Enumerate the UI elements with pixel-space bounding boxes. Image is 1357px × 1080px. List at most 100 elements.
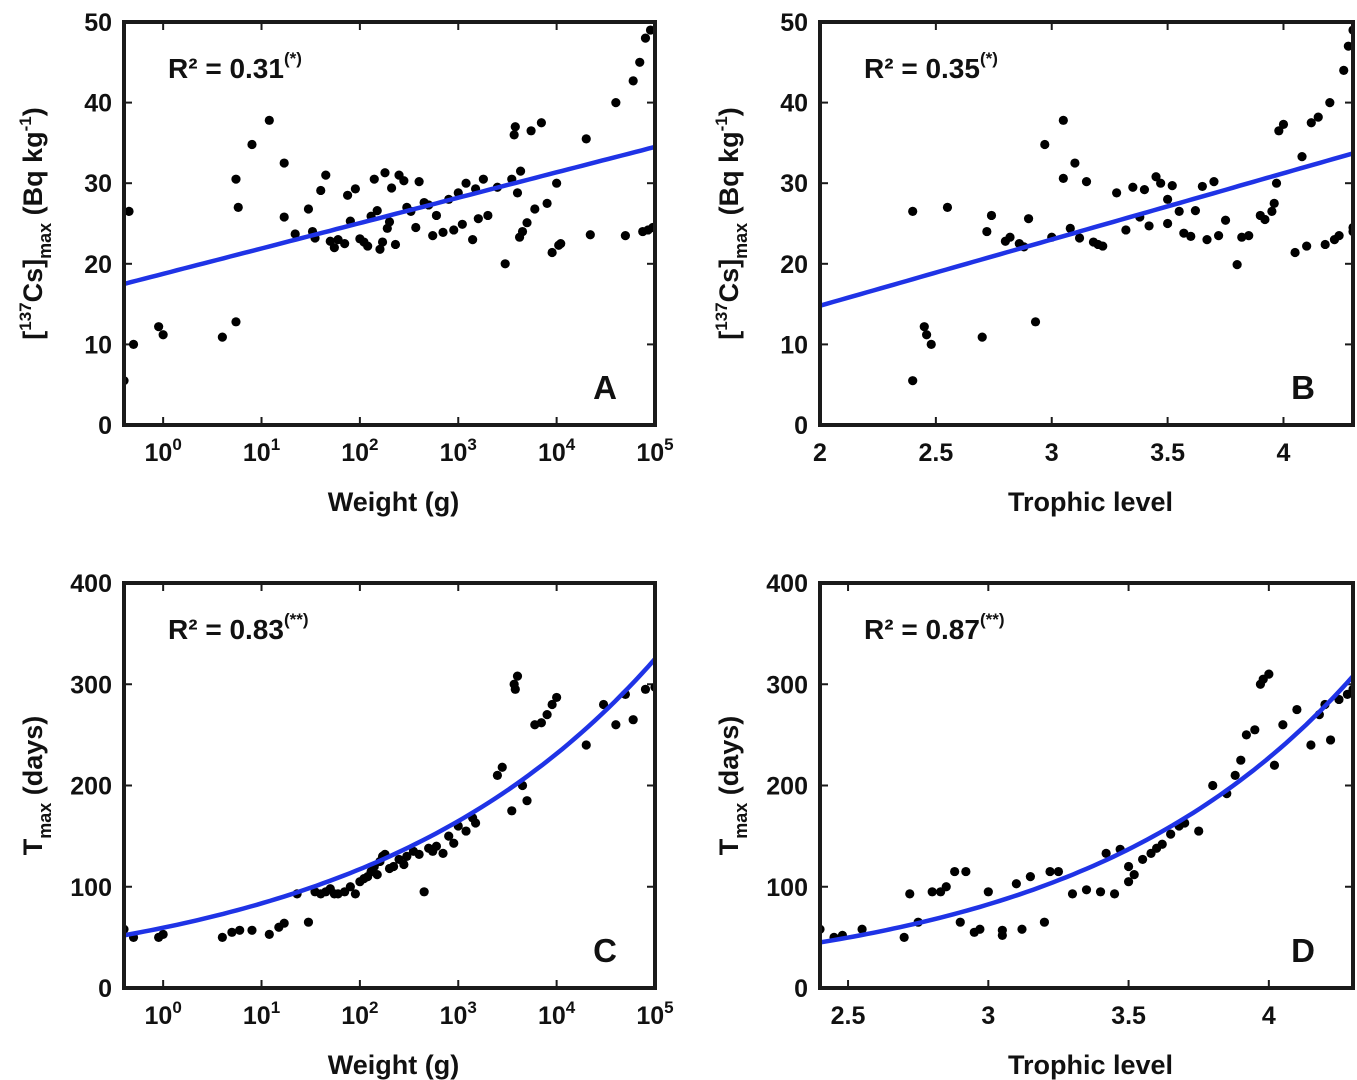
data-point [316, 185, 326, 196]
panel-letter: A [593, 369, 617, 406]
x-tick-label: 2.5 [918, 439, 953, 467]
data-point [1325, 98, 1335, 108]
panel-letter: B [1291, 369, 1315, 406]
data-point [1166, 829, 1176, 839]
x-tick-label: 104 [538, 435, 576, 467]
data-point [1190, 206, 1201, 216]
x-tick-label: 102 [341, 435, 378, 467]
data-point [264, 929, 274, 939]
x-tick-base: 10 [341, 1002, 369, 1030]
data-point [375, 244, 385, 254]
x-tick-label: 3 [981, 1002, 995, 1030]
x-axis-label: Weight (g) [328, 1050, 459, 1080]
x-tick-exponent: 2 [369, 998, 378, 1017]
data-point [461, 178, 471, 188]
data-point [1017, 924, 1027, 934]
r2-annotation: R² = 0.87(**) [864, 610, 1005, 645]
data-point [1339, 65, 1349, 75]
data-point [1292, 704, 1302, 715]
r2-value: R² = 0.35 [864, 53, 980, 84]
x-tick-label: 3 [1045, 439, 1059, 467]
data-point [1163, 194, 1173, 204]
y-axis-label: [137Cs]max (Bq kg-1) [712, 107, 751, 340]
data-points [124, 25, 655, 386]
r2-annotation: R² = 0.35(*) [864, 49, 998, 84]
r2-significance: (*) [980, 49, 998, 68]
data-point [1213, 230, 1224, 241]
x-tick-label: 100 [145, 998, 182, 1030]
data-point [1098, 241, 1108, 251]
data-point [1011, 879, 1021, 889]
axes-frame [818, 581, 1355, 990]
data-point [1269, 198, 1279, 208]
data-point [290, 229, 300, 239]
data-point [1271, 178, 1282, 188]
y-label-isotope: 137 [712, 302, 731, 330]
data-point [1005, 232, 1015, 242]
x-tick-label: 3.5 [1150, 439, 1185, 467]
data-point [478, 174, 488, 184]
data-point [581, 740, 591, 750]
y-tick-label: 400 [70, 570, 112, 598]
data-point [1157, 839, 1167, 849]
data-point [1232, 260, 1242, 270]
data-point [1174, 206, 1184, 217]
data-points [124, 671, 655, 942]
y-label-subscript: max [35, 803, 55, 839]
data-point [124, 206, 134, 217]
data-point [500, 259, 510, 269]
x-tick-base: 3.5 [1111, 1002, 1146, 1030]
data-point [1123, 861, 1134, 872]
data-point [556, 239, 566, 249]
data-point [217, 332, 227, 342]
data-point [1081, 885, 1092, 895]
fit-line [820, 674, 1353, 945]
data-point [542, 710, 552, 720]
data-point [542, 198, 552, 208]
data-point [1139, 185, 1150, 195]
data-point [1236, 755, 1246, 765]
x-tick-base: 10 [636, 1002, 664, 1030]
data-point [279, 918, 289, 928]
data-point [329, 243, 339, 253]
data-point [1151, 172, 1161, 182]
data-points [820, 669, 1353, 942]
data-point [399, 176, 409, 186]
data-point [530, 204, 540, 214]
x-tick-base: 10 [538, 439, 566, 467]
data-point [279, 212, 289, 222]
data-point [1074, 233, 1085, 243]
data-point [512, 671, 523, 681]
data-point [975, 924, 985, 934]
x-tick-base: 10 [440, 439, 468, 467]
data-point [1065, 223, 1075, 233]
data-point [399, 859, 409, 870]
data-point [1023, 214, 1034, 224]
y-tick-label: 20 [780, 251, 808, 279]
y-axis-label: Tmax (days) [18, 716, 55, 856]
data-point [1030, 317, 1041, 327]
x-tick-label: 103 [440, 435, 477, 467]
y-tick-label: 30 [780, 170, 808, 198]
data-point [372, 206, 382, 216]
data-point [235, 925, 245, 935]
y-label-unit-exponent: -1 [712, 116, 731, 131]
data-point [1123, 877, 1134, 887]
data-point [986, 210, 997, 221]
data-point [899, 932, 909, 942]
data-point [333, 235, 343, 245]
x-tick-label: 105 [636, 998, 673, 1030]
data-point [384, 217, 395, 227]
data-point [1058, 115, 1068, 125]
data-point [1081, 176, 1092, 187]
data-point [857, 924, 867, 934]
data-point [510, 122, 520, 132]
data-point [345, 882, 355, 892]
data-point [1144, 221, 1154, 231]
x-tick-base: 10 [538, 1002, 566, 1030]
data-point [1264, 669, 1274, 679]
data-point [1179, 228, 1189, 238]
data-point [369, 174, 379, 184]
data-point [509, 130, 519, 140]
x-tick-base: 10 [145, 439, 173, 467]
